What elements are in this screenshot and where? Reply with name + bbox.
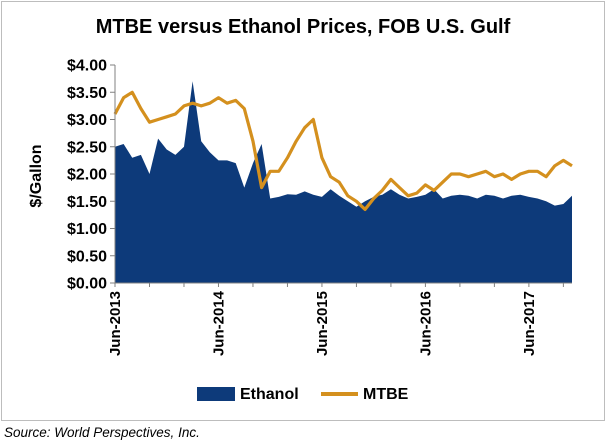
series-line-mtbe — [113, 90, 573, 211]
y-tick-label: $3.50 — [67, 85, 107, 102]
x-tick-label: Jun-2015 — [314, 291, 331, 356]
chart: $0.00 $0.50 $1.00 $1.50 $2.00 $2.50 $3.00 $3.50… — [28, 58, 573, 403]
x-tick-label: Jun-2014 — [210, 290, 227, 356]
y-tick-label: $1.00 — [67, 221, 107, 238]
series-area-ethanol — [115, 81, 572, 283]
y-axis: $0.00 $0.50 $1.00 $1.50 $2.00 $2.50 $3.00 $3.50… — [67, 58, 116, 293]
legend-swatch-ethanol — [197, 387, 235, 401]
plot-area — [113, 81, 573, 283]
legend-label-mtbe: MTBE — [363, 386, 409, 403]
y-tick-label: $2.50 — [67, 139, 107, 156]
legend-label-ethanol: Ethanol — [240, 386, 299, 403]
legend: Ethanol MTBE — [197, 386, 409, 403]
x-tick-label: Jun-2013 — [107, 291, 124, 356]
chart-title: MTBE versus Ethanol Prices, FOB U.S. Gul… — [95, 16, 511, 38]
x-tick-label: Jun-2016 — [417, 291, 434, 356]
y-tick-label: $1.50 — [67, 194, 107, 211]
x-tick-label: Jun-2017 — [521, 291, 538, 356]
y-axis-label: $/Gallon — [28, 144, 45, 207]
x-axis: Jun-2013 Jun-2014 Jun-2015 Jun-2016 Jun-2017 — [107, 282, 572, 356]
y-tick-label: $2.00 — [67, 167, 107, 184]
y-tick-label: $0.00 — [67, 276, 107, 293]
y-tick-label: $4.00 — [67, 58, 107, 75]
y-tick-label: $3.00 — [67, 112, 107, 129]
y-tick-label: $0.50 — [67, 248, 107, 265]
source-note: Source: World Perspectives, Inc. — [4, 425, 200, 440]
